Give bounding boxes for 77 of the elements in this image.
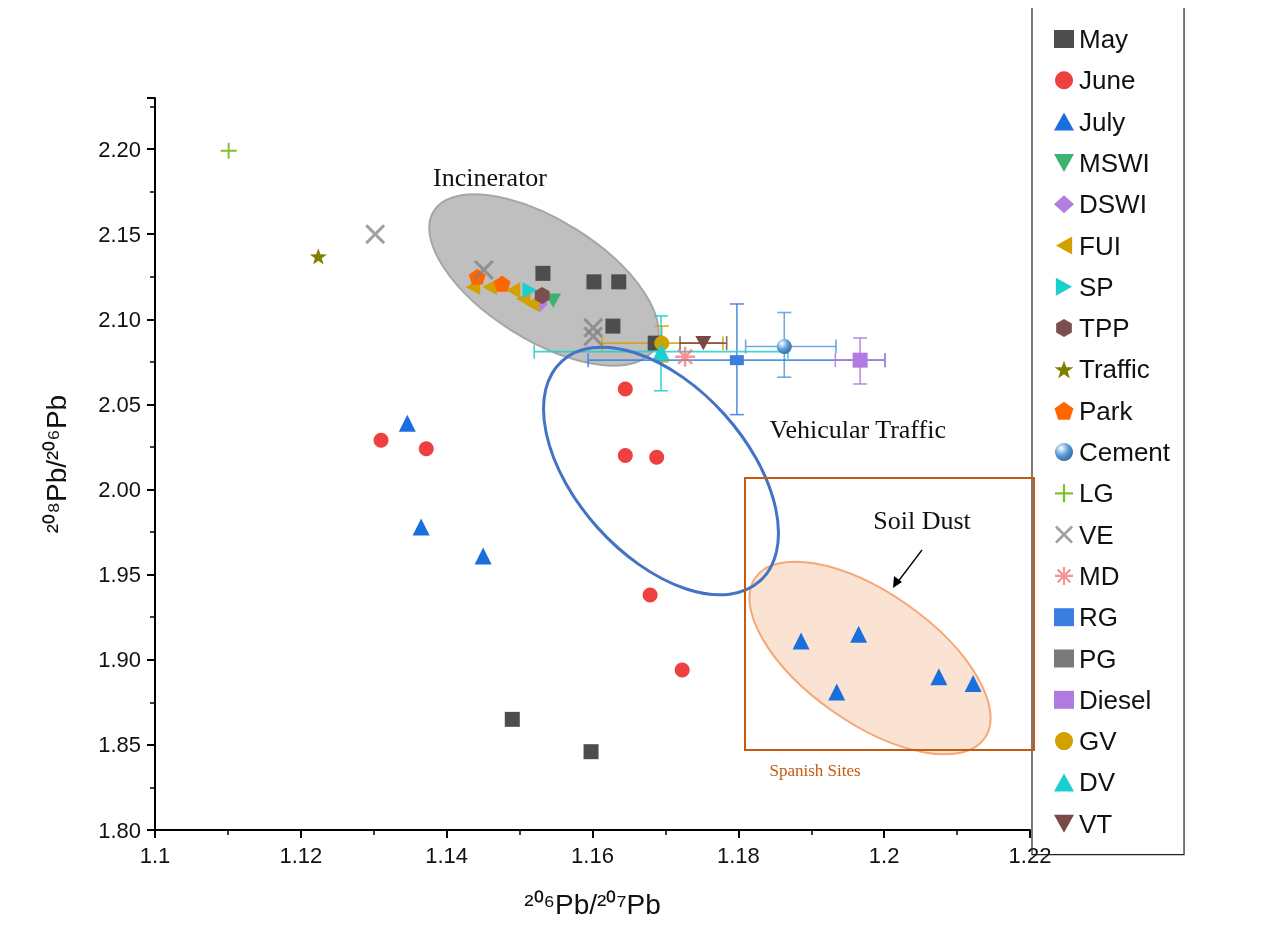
point bbox=[964, 675, 982, 693]
point bbox=[534, 286, 550, 304]
legend-label: GV bbox=[1079, 726, 1118, 757]
annotation: Spanish Sites bbox=[769, 760, 861, 780]
annotation: Vehicular Traffic bbox=[769, 414, 946, 444]
point bbox=[674, 662, 690, 678]
legend-label: Cement bbox=[1079, 437, 1171, 467]
point bbox=[605, 318, 621, 334]
point bbox=[309, 248, 327, 265]
legend-label: Park bbox=[1079, 395, 1134, 426]
annotation: Soil Dust bbox=[873, 505, 972, 535]
x-axis-title: ²⁰⁶Pb/²⁰⁷Pb bbox=[524, 888, 661, 920]
point bbox=[583, 326, 604, 347]
legend-label: Diesel bbox=[1079, 684, 1152, 715]
x-tick-label: 1.14 bbox=[425, 842, 469, 868]
legend-label: Traffic bbox=[1079, 354, 1150, 385]
legend-label: RG bbox=[1079, 602, 1118, 633]
legend-label: PG bbox=[1079, 643, 1117, 674]
legend-label: MD bbox=[1079, 560, 1120, 591]
point bbox=[365, 224, 386, 245]
x-tick-label: 1.2 bbox=[868, 842, 900, 868]
point bbox=[398, 414, 416, 432]
y-tick-label: 2.10 bbox=[98, 306, 141, 332]
x-tick-label: 1.16 bbox=[571, 842, 614, 868]
y-tick-label: 1.95 bbox=[98, 562, 141, 588]
point bbox=[373, 432, 389, 448]
y-tick-label: 1.85 bbox=[98, 732, 141, 758]
legend-label: VT bbox=[1079, 808, 1113, 839]
x-tick-label: 1.1 bbox=[139, 842, 171, 868]
x-tick-label: 1.18 bbox=[716, 842, 760, 868]
x-tick-label: 1.12 bbox=[279, 842, 323, 868]
point bbox=[473, 259, 494, 280]
y-tick-label: 2.05 bbox=[98, 391, 141, 417]
y-tick-label: 2.00 bbox=[98, 477, 141, 503]
point bbox=[535, 265, 551, 281]
y-tick-label: 2.20 bbox=[98, 136, 141, 162]
y-tick-label: 2.15 bbox=[98, 221, 141, 247]
y-axis-title: ²⁰⁸Pb/²⁰⁶Pb bbox=[40, 394, 72, 534]
legend-label: MSWI bbox=[1079, 147, 1150, 178]
point bbox=[776, 339, 792, 355]
point bbox=[642, 587, 658, 603]
legend-label: TPP bbox=[1079, 313, 1130, 344]
point bbox=[220, 142, 237, 159]
legend-label: DSWI bbox=[1079, 189, 1147, 220]
point bbox=[617, 381, 633, 397]
y-tick-label: 1.90 bbox=[98, 647, 141, 673]
point bbox=[504, 711, 520, 727]
y-tick-label: 1.80 bbox=[98, 817, 141, 843]
point bbox=[930, 668, 948, 686]
legend-label: June bbox=[1079, 65, 1136, 96]
point bbox=[611, 274, 627, 290]
point bbox=[852, 352, 868, 368]
legend-label: DV bbox=[1079, 767, 1116, 798]
point bbox=[474, 547, 492, 565]
point bbox=[505, 282, 521, 299]
point bbox=[412, 518, 430, 536]
annotation: Incinerator bbox=[432, 162, 548, 192]
point bbox=[522, 282, 537, 299]
legend-label: VE bbox=[1079, 519, 1114, 550]
legend-label: LG bbox=[1079, 478, 1114, 509]
point bbox=[586, 274, 602, 290]
legend-label: May bbox=[1079, 24, 1129, 54]
legend-label: FUI bbox=[1079, 230, 1121, 261]
point bbox=[695, 335, 712, 351]
legend-label: July bbox=[1079, 106, 1126, 137]
point bbox=[729, 355, 744, 366]
legend-label: SP bbox=[1079, 271, 1114, 302]
point bbox=[617, 447, 633, 463]
point bbox=[649, 449, 665, 465]
point bbox=[792, 632, 810, 650]
point bbox=[652, 343, 670, 361]
x-tick-label: 1.22 bbox=[1008, 842, 1052, 868]
point bbox=[418, 441, 434, 457]
point bbox=[583, 744, 599, 760]
point bbox=[493, 275, 511, 292]
point bbox=[850, 625, 868, 643]
point bbox=[828, 683, 846, 701]
